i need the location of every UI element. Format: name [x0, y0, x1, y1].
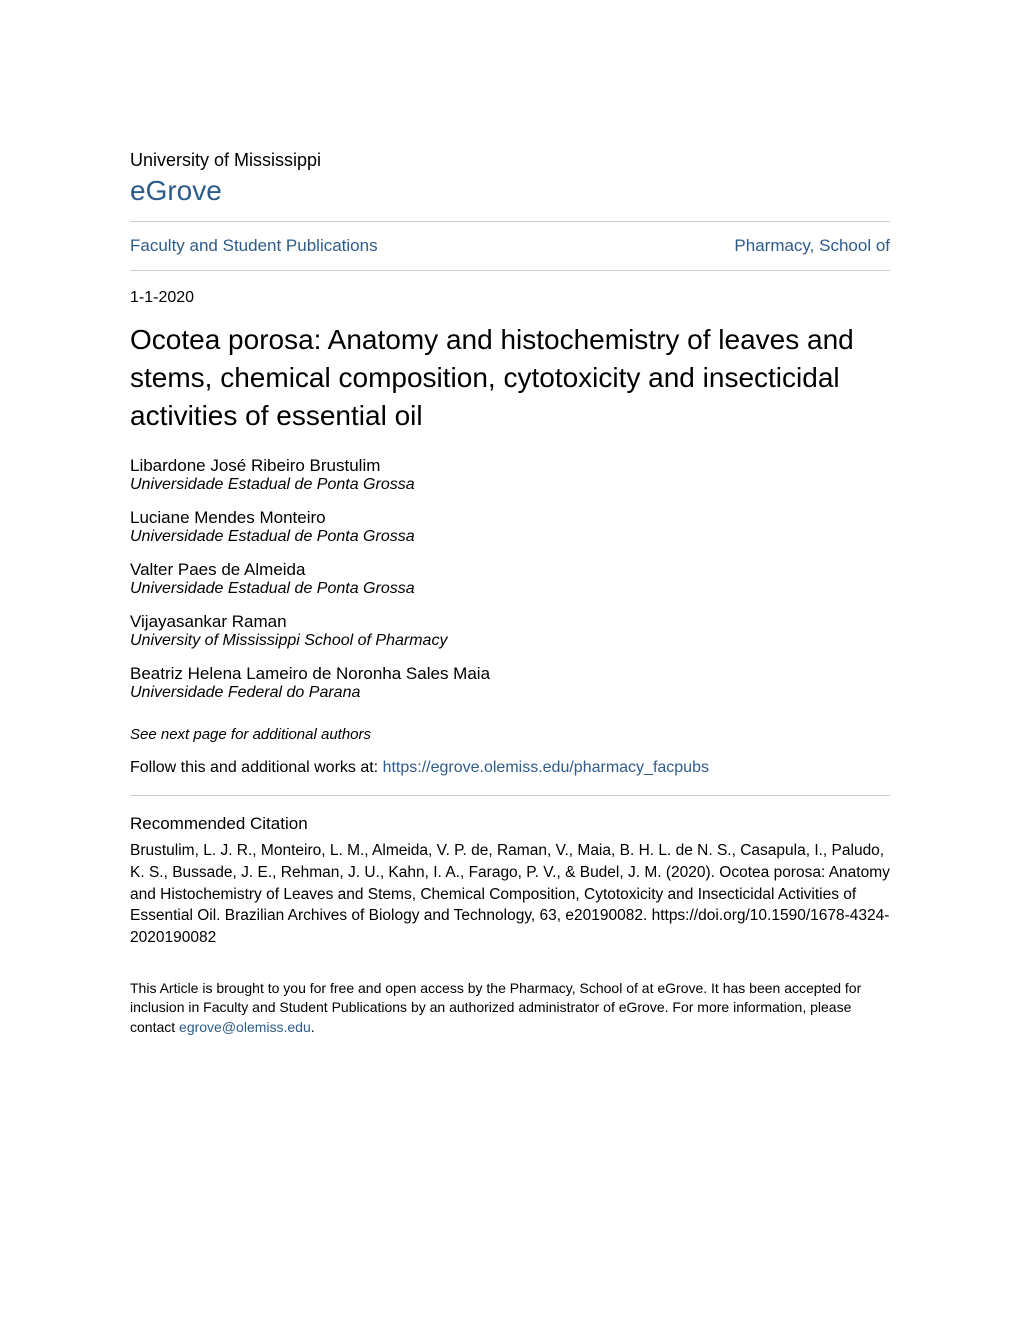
citation-heading: Recommended Citation [130, 814, 890, 834]
see-next-authors: See next page for additional authors [130, 726, 890, 743]
citation-text: Brustulim, L. J. R., Monteiro, L. M., Al… [130, 840, 890, 948]
author-block: Valter Paes de Almeida Universidade Esta… [130, 560, 890, 598]
author-affiliation: Universidade Estadual de Ponta Grossa [130, 580, 890, 598]
author-affiliation: Universidade Estadual de Ponta Grossa [130, 528, 890, 546]
divider-citation [130, 795, 890, 796]
footer-suffix: . [311, 1019, 315, 1035]
author-name: Libardone José Ribeiro Brustulim [130, 456, 890, 476]
nav-link-publications[interactable]: Faculty and Student Publications [130, 236, 378, 256]
author-affiliation: Universidade Estadual de Ponta Grossa [130, 476, 890, 494]
author-block: Beatriz Helena Lameiro de Noronha Sales … [130, 664, 890, 702]
author-name: Valter Paes de Almeida [130, 560, 890, 580]
repository-link[interactable]: eGrove [130, 175, 222, 206]
author-affiliation: Universidade Federal do Parana [130, 684, 890, 702]
publication-date: 1-1-2020 [130, 289, 890, 307]
follow-prefix: Follow this and additional works at: [130, 759, 383, 776]
nav-row: Faculty and Student Publications Pharmac… [130, 222, 890, 270]
author-affiliation: University of Mississippi School of Phar… [130, 632, 890, 650]
repository-name: eGrove [130, 175, 890, 207]
author-name: Vijayasankar Raman [130, 612, 890, 632]
author-name: Beatriz Helena Lameiro de Noronha Sales … [130, 664, 890, 684]
nav-link-school[interactable]: Pharmacy, School of [734, 236, 890, 256]
author-name: Luciane Mendes Monteiro [130, 508, 890, 528]
page-container: University of Mississippi eGrove Faculty… [130, 150, 890, 1038]
author-block: Vijayasankar Raman University of Mississ… [130, 612, 890, 650]
article-title: Ocotea porosa: Anatomy and histochemistr… [130, 321, 890, 434]
divider-nav [130, 270, 890, 271]
author-block: Libardone José Ribeiro Brustulim Univers… [130, 456, 890, 494]
author-block: Luciane Mendes Monteiro Universidade Est… [130, 508, 890, 546]
footer-text: This Article is brought to you for free … [130, 979, 890, 1038]
footer-email-link[interactable]: egrove@olemiss.edu [179, 1019, 311, 1035]
university-name: University of Mississippi [130, 150, 890, 171]
follow-works: Follow this and additional works at: htt… [130, 759, 890, 777]
follow-link[interactable]: https://egrove.olemiss.edu/pharmacy_facp… [383, 759, 709, 776]
